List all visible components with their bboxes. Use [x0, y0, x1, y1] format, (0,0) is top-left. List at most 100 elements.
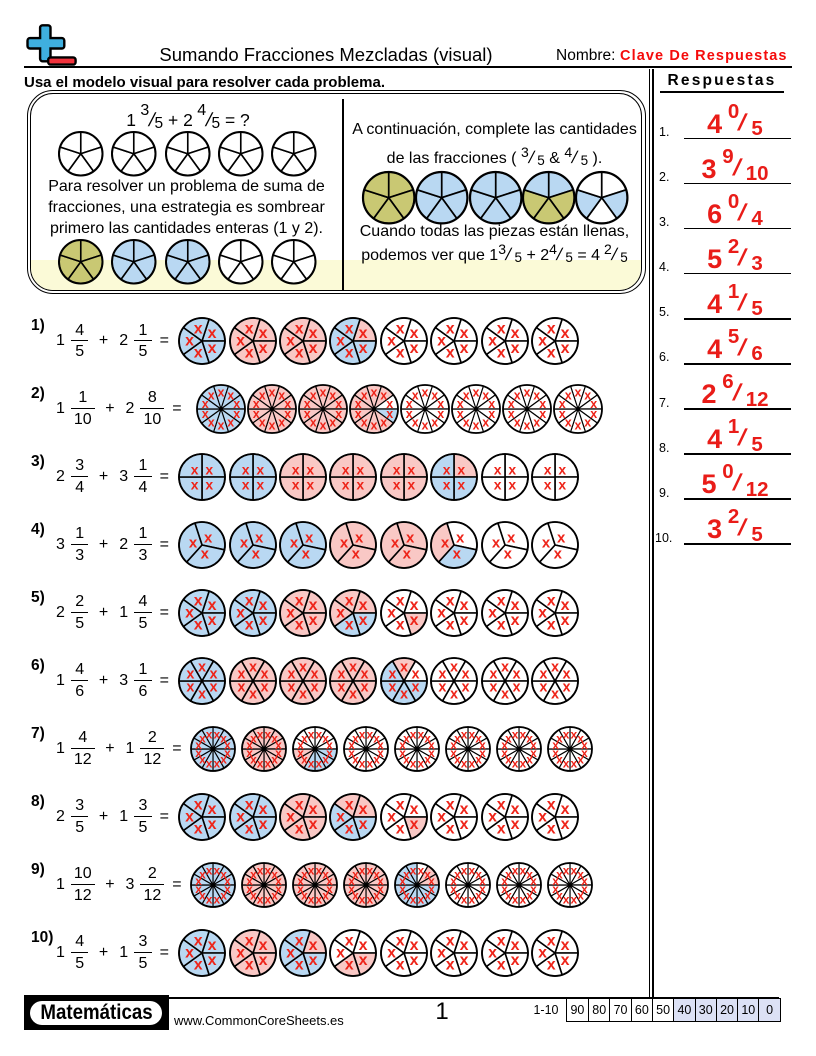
svg-text:x: x [387, 944, 396, 961]
svg-text:x: x [359, 612, 368, 629]
svg-text:x: x [496, 933, 505, 950]
svg-text:x: x [387, 809, 396, 826]
svg-text:x: x [284, 397, 291, 411]
svg-text:x: x [208, 937, 217, 954]
svg-text:x: x [387, 333, 396, 350]
svg-text:x: x [345, 797, 354, 814]
svg-text:x: x [460, 952, 469, 969]
svg-text:x: x [469, 863, 476, 877]
svg-text:x: x [198, 660, 206, 676]
svg-text:x: x [224, 738, 231, 752]
svg-text:x: x [326, 746, 333, 760]
svg-text:x: x [409, 340, 418, 357]
svg-text:x: x [584, 389, 591, 403]
svg-text:x: x [510, 816, 519, 833]
svg-text:x: x [462, 680, 470, 696]
svg-text:x: x [355, 530, 364, 547]
svg-text:x: x [527, 753, 534, 767]
svg-text:x: x [295, 820, 304, 837]
svg-text:x: x [514, 389, 521, 403]
svg-text:x: x [418, 863, 425, 877]
svg-text:x: x [443, 477, 451, 493]
svg-text:x: x [396, 345, 405, 362]
svg-text:x: x [396, 616, 405, 633]
svg-text:x: x [563, 892, 570, 906]
svg-text:x: x [359, 597, 368, 614]
svg-text:x: x [446, 616, 455, 633]
svg-text:x: x [309, 937, 318, 954]
svg-text:x: x [418, 892, 425, 906]
svg-text:x: x [264, 756, 271, 770]
svg-text:x: x [409, 937, 418, 954]
svg-text:x: x [195, 882, 202, 896]
svg-text:x: x [208, 816, 217, 833]
svg-text:x: x [544, 477, 552, 493]
svg-text:x: x [544, 462, 552, 478]
svg-text:x: x [220, 888, 227, 902]
svg-text:x: x [409, 816, 418, 833]
svg-text:x: x [185, 605, 194, 622]
svg-text:x: x [400, 686, 408, 702]
svg-text:x: x [507, 530, 516, 547]
svg-text:x: x [450, 686, 458, 702]
svg-text:x: x [461, 728, 468, 742]
svg-text:x: x [533, 416, 540, 430]
svg-text:x: x [309, 597, 318, 614]
svg-text:x: x [523, 386, 530, 400]
svg-text:x: x [475, 888, 482, 902]
svg-text:x: x [205, 892, 212, 906]
svg-text:x: x [547, 345, 556, 362]
svg-text:x: x [258, 612, 267, 629]
svg-text:x: x [258, 952, 267, 969]
svg-text:x: x [565, 416, 572, 430]
svg-text:x: x [326, 738, 333, 752]
svg-text:x: x [510, 937, 519, 954]
svg-text:x: x [496, 616, 505, 633]
svg-text:x: x [361, 680, 369, 696]
svg-text:x: x [475, 867, 482, 881]
svg-text:x: x [210, 680, 218, 696]
svg-text:x: x [370, 386, 377, 400]
svg-text:x: x [479, 746, 486, 760]
svg-text:x: x [460, 340, 469, 357]
svg-text:x: x [530, 882, 537, 896]
svg-text:x: x [185, 944, 194, 961]
svg-text:x: x [446, 593, 455, 610]
svg-text:x: x [322, 731, 329, 745]
svg-text:x: x [199, 888, 206, 902]
svg-text:x: x [335, 397, 342, 411]
svg-text:x: x [345, 956, 354, 973]
svg-text:x: x [559, 407, 566, 421]
svg-text:x: x [301, 753, 308, 767]
svg-text:x: x [271, 888, 278, 902]
svg-text:x: x [287, 666, 295, 682]
svg-text:x: x [255, 530, 264, 547]
svg-text:x: x [446, 956, 455, 973]
svg-text:x: x [264, 892, 271, 906]
svg-text:x: x [530, 874, 537, 888]
svg-text:x: x [571, 756, 578, 770]
svg-text:x: x [557, 530, 566, 547]
svg-text:x: x [489, 680, 497, 696]
svg-text:x: x [250, 867, 257, 881]
svg-text:x: x [547, 321, 556, 338]
svg-text:x: x [309, 952, 318, 969]
svg-text:x: x [194, 933, 203, 950]
svg-text:x: x [538, 809, 547, 826]
svg-text:x: x [571, 892, 578, 906]
svg-text:x: x [208, 389, 215, 403]
svg-text:x: x [539, 407, 546, 421]
svg-text:x: x [581, 874, 588, 888]
svg-text:x: x [246, 874, 253, 888]
svg-text:x: x [342, 462, 350, 478]
svg-text:x: x [571, 728, 578, 742]
svg-text:x: x [463, 389, 470, 403]
svg-text:x: x [257, 892, 264, 906]
svg-text:x: x [352, 753, 359, 767]
svg-text:x: x [424, 753, 431, 767]
svg-text:x: x [295, 321, 304, 338]
svg-text:x: x [244, 321, 253, 338]
svg-text:x: x [237, 666, 245, 682]
svg-text:x: x [450, 746, 457, 760]
svg-text:x: x [421, 386, 428, 400]
